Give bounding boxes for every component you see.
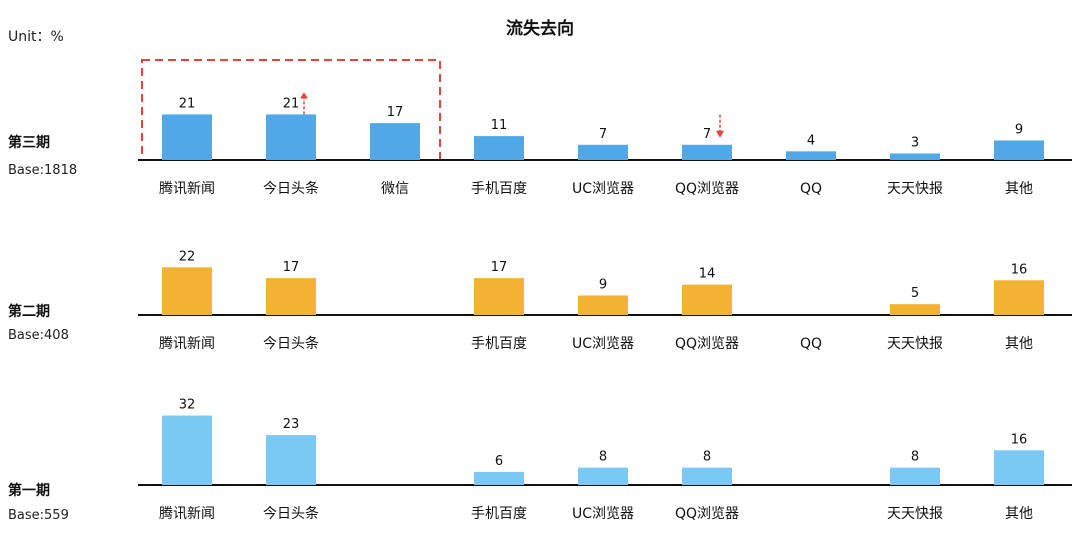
category-label: UC浏览器	[572, 506, 634, 522]
chart-title: 流失去向	[506, 19, 574, 39]
category-label: 腾讯新闻	[159, 505, 215, 522]
category-label: UC浏览器	[572, 336, 634, 352]
category-label: QQ	[800, 336, 822, 352]
bar-value-label: 17	[491, 260, 508, 275]
bar	[994, 280, 1044, 315]
bar	[266, 114, 316, 160]
bar-value-label: 16	[1011, 432, 1028, 447]
bar-value-label: 8	[599, 450, 607, 465]
category-label: QQ浏览器	[675, 506, 739, 522]
category-label: 腾讯新闻	[159, 335, 215, 352]
bar	[370, 123, 420, 160]
bar-value-label: 6	[495, 454, 503, 469]
bar	[890, 467, 940, 485]
bar-value-label: 8	[911, 450, 919, 465]
bar-value-label: 11	[491, 118, 508, 133]
bar	[474, 278, 524, 315]
bar-value-label: 32	[179, 398, 196, 413]
category-label: 天天快报	[887, 181, 943, 197]
trend-down-arrow-icon	[716, 130, 724, 138]
bar	[578, 467, 628, 485]
bar	[162, 114, 212, 160]
bar-value-label: 5	[911, 286, 919, 301]
panel-base-label: Base:408	[8, 328, 69, 343]
unit-label: Unit：%	[8, 29, 64, 45]
category-label: 其他	[1005, 506, 1033, 522]
category-label: 其他	[1005, 336, 1033, 352]
bar-value-label: 17	[387, 105, 404, 120]
category-label: 腾讯新闻	[159, 180, 215, 197]
category-label: QQ浏览器	[675, 181, 739, 197]
category-label: 今日头条	[263, 505, 319, 522]
bar	[162, 267, 212, 315]
category-label: QQ浏览器	[675, 336, 739, 352]
panel-base-label: Base:1818	[8, 163, 78, 178]
category-label: 手机百度	[471, 506, 527, 522]
trend-up-arrow-icon	[300, 92, 308, 99]
bar	[994, 140, 1044, 160]
bar	[994, 450, 1044, 485]
bar-value-label: 9	[599, 277, 607, 292]
category-label: QQ	[800, 181, 822, 197]
bar	[578, 144, 628, 160]
category-label: 今日头条	[263, 180, 319, 197]
bar	[266, 435, 316, 485]
bar	[786, 151, 836, 160]
bar	[890, 304, 940, 315]
bar	[162, 415, 212, 485]
bar	[266, 278, 316, 315]
panel-period-label: 第三期	[8, 135, 50, 151]
bar-value-label: 8	[703, 450, 711, 465]
panel-period-label: 第一期	[8, 483, 50, 499]
bar-value-label: 21	[179, 96, 196, 111]
bar-value-label: 3	[911, 135, 919, 150]
category-label: 手机百度	[471, 336, 527, 352]
category-label: 天天快报	[887, 336, 943, 352]
bar-value-label: 14	[699, 267, 716, 282]
panel-period-label: 第二期	[8, 304, 50, 320]
bar-value-label: 4	[807, 133, 815, 148]
bar	[682, 144, 732, 160]
bar	[682, 467, 732, 485]
bar-value-label: 7	[703, 127, 711, 142]
bar-value-label: 17	[283, 260, 300, 275]
category-label: 微信	[381, 181, 409, 197]
bar-value-label: 23	[283, 417, 300, 432]
bar-value-label: 7	[599, 127, 607, 142]
bar-value-label: 9	[1015, 122, 1023, 137]
category-label: 今日头条	[263, 335, 319, 352]
bar	[474, 471, 524, 485]
bar	[682, 284, 732, 315]
bar	[474, 136, 524, 160]
category-label: 其他	[1005, 181, 1033, 197]
bar-value-label: 21	[283, 96, 300, 111]
bar	[890, 153, 940, 160]
category-label: 手机百度	[471, 181, 527, 197]
category-label: 天天快报	[887, 506, 943, 522]
bar-value-label: 16	[1011, 262, 1028, 277]
panel-base-label: Base:559	[8, 508, 69, 523]
bar-value-label: 22	[179, 249, 196, 264]
bar	[578, 295, 628, 315]
category-label: UC浏览器	[572, 181, 634, 197]
